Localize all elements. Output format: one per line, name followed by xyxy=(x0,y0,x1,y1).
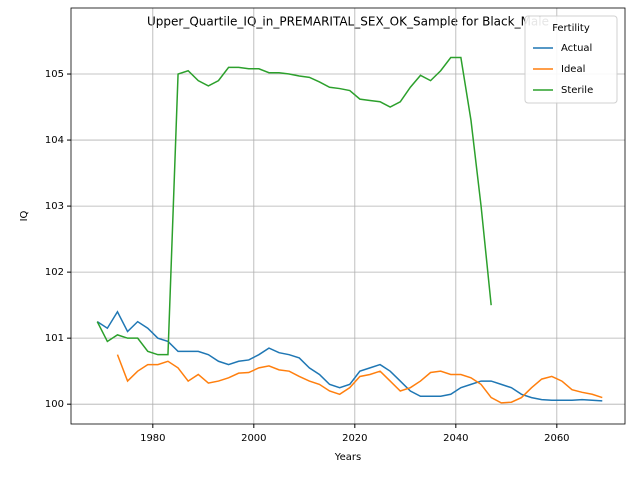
y-tick-label: 102 xyxy=(45,267,64,278)
line-series xyxy=(96,56,492,356)
y-tick-label: 103 xyxy=(45,201,64,212)
legend-label: Actual xyxy=(561,43,592,54)
y-tick-label: 100 xyxy=(45,399,64,410)
x-tick-label: 2000 xyxy=(241,433,266,444)
legend-title: Fertility xyxy=(552,23,590,34)
x-tick-label: 2040 xyxy=(443,433,468,444)
y-tick-label: 105 xyxy=(45,69,64,80)
line-series xyxy=(116,354,603,404)
legend-box xyxy=(524,15,618,104)
x-tick-label: 2060 xyxy=(544,433,569,444)
x-tick-label: 1980 xyxy=(140,433,165,444)
y-axis-label: IQ xyxy=(19,210,30,221)
legend-label: Sterile xyxy=(561,85,593,96)
x-axis-label: Years xyxy=(334,452,361,463)
line-series xyxy=(96,310,603,402)
y-tick-label: 101 xyxy=(45,333,64,344)
legend-label: Ideal xyxy=(561,64,585,75)
chart-title: Upper_Quartile_IQ_in_PREMARITAL_SEX_OK_S… xyxy=(147,15,549,29)
plot-frame xyxy=(70,7,626,425)
y-tick-label: 104 xyxy=(45,135,64,146)
x-tick-label: 2020 xyxy=(342,433,367,444)
